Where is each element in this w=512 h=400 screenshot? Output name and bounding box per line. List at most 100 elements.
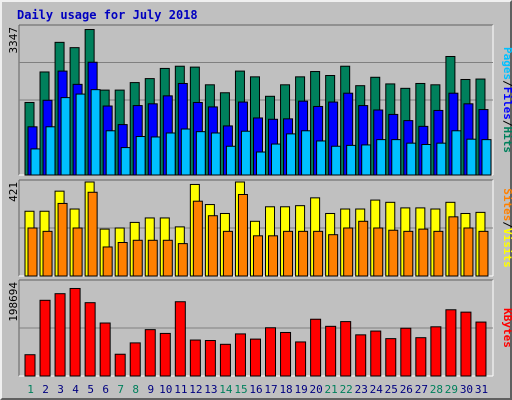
axis-label-separator: /: [501, 120, 512, 127]
day-tick-label: 4: [72, 383, 79, 396]
sites-bar: [132, 239, 143, 277]
kbytes-max-tick-label: 198694: [7, 282, 20, 322]
sites-bar: [102, 246, 113, 277]
sites-bar: [418, 228, 429, 277]
kbytes-bar: [280, 331, 292, 377]
kbytes-bar: [370, 330, 382, 377]
kbytes-bar: [415, 337, 427, 377]
hits-max-tick-label: 3347: [7, 27, 20, 54]
kbytes-bar: [54, 293, 66, 377]
files-legend-text: Files: [501, 87, 512, 120]
kbytes-bar: [430, 326, 442, 377]
day-tick-label: 30: [460, 383, 473, 396]
pages-bar: [165, 132, 176, 176]
pages-bar: [105, 130, 116, 176]
kbytes-bar: [24, 354, 36, 377]
kbytes-bar: [204, 340, 216, 377]
day-tick-label: 22: [340, 383, 353, 396]
sites-bar: [343, 227, 354, 277]
sites-bar: [87, 191, 98, 277]
visits-legend-text: Visits: [501, 228, 512, 268]
sites-bar: [177, 243, 188, 277]
sites-bar: [207, 215, 218, 277]
day-tick-label: 27: [415, 383, 428, 396]
kbytes-bar: [460, 311, 472, 377]
kbytes-bar: [114, 353, 126, 377]
sites-bar: [222, 230, 233, 277]
kbytes-bar: [310, 318, 322, 377]
pages-bar: [225, 145, 236, 176]
sites-bar: [403, 230, 414, 277]
day-tick-label: 1: [27, 383, 34, 396]
chart-title: Daily usage for July 2018: [17, 8, 198, 22]
pages-bar: [421, 143, 432, 176]
sites-bar: [57, 202, 68, 277]
hits-axis-label: Pages/Files/Hits: [501, 47, 512, 153]
pages-bar: [331, 145, 342, 176]
kbytes-bar: [144, 329, 156, 377]
pages-bar: [210, 132, 221, 176]
pages-bar: [180, 128, 191, 176]
day-tick-label: 29: [445, 383, 458, 396]
visits-max-tick-label: 421: [7, 182, 20, 202]
pages-bar: [466, 138, 477, 176]
kbytes-bar: [174, 301, 186, 377]
sites-bar: [162, 239, 173, 277]
sites-bar: [298, 230, 309, 277]
kbytes-bar: [355, 334, 367, 377]
sites-bar: [388, 229, 399, 277]
sites-bar: [27, 227, 38, 277]
kbytes-legend-text: KBytes: [501, 308, 512, 348]
pages-bar: [90, 89, 101, 176]
day-tick-label: 18: [279, 383, 292, 396]
sites-bar: [147, 239, 158, 277]
sites-bar: [328, 234, 339, 277]
sites-bar: [313, 230, 324, 277]
day-tick-label: 13: [204, 383, 217, 396]
kbytes-bar: [189, 339, 201, 377]
pages-bar: [346, 144, 357, 176]
pages-bar: [240, 130, 251, 176]
pages-bar: [255, 151, 266, 176]
pages-bar: [45, 126, 56, 176]
pages-bar: [150, 136, 161, 176]
day-tick-label: 11: [174, 383, 187, 396]
kbytes-bar: [159, 332, 171, 377]
pages-bar: [481, 139, 492, 176]
day-tick-label: 26: [400, 383, 413, 396]
day-tick-label: 31: [475, 383, 488, 396]
sites-bar: [252, 235, 263, 277]
kbytes-bar: [39, 299, 51, 377]
sites-bar: [433, 230, 444, 277]
axis-label-separator: /: [501, 221, 512, 228]
kbytes-bar: [234, 333, 246, 377]
axis-label-separator: /: [501, 80, 512, 87]
pages-bar: [436, 142, 447, 176]
kbytes-bar: [295, 341, 307, 377]
pages-bar: [406, 142, 417, 176]
day-tick-label: 16: [249, 383, 262, 396]
day-tick-label: 7: [117, 383, 124, 396]
day-tick-label: 20: [310, 383, 323, 396]
sites-bar: [192, 200, 203, 277]
kbytes-bar: [400, 327, 412, 377]
kbytes-bar: [265, 327, 277, 377]
kbytes-bar: [69, 287, 81, 377]
sites-bar: [72, 227, 83, 277]
day-tick-label: 8: [132, 383, 139, 396]
pages-bar: [376, 139, 387, 176]
sites-bar: [358, 220, 369, 277]
sites-bar: [463, 227, 474, 277]
sites-bar: [283, 230, 294, 277]
pages-bar: [391, 139, 402, 176]
kbytes-bar: [99, 322, 111, 377]
day-tick-label: 17: [264, 383, 277, 396]
sites-bar: [117, 242, 128, 277]
day-tick-label: 3: [57, 383, 64, 396]
kbytes-axis-label: KBytes: [501, 308, 512, 348]
day-tick-label: 9: [147, 383, 154, 396]
day-tick-label: 25: [385, 383, 398, 396]
pages-bar: [120, 147, 131, 176]
kbytes-bar: [84, 302, 96, 377]
sites-bar: [448, 216, 459, 277]
